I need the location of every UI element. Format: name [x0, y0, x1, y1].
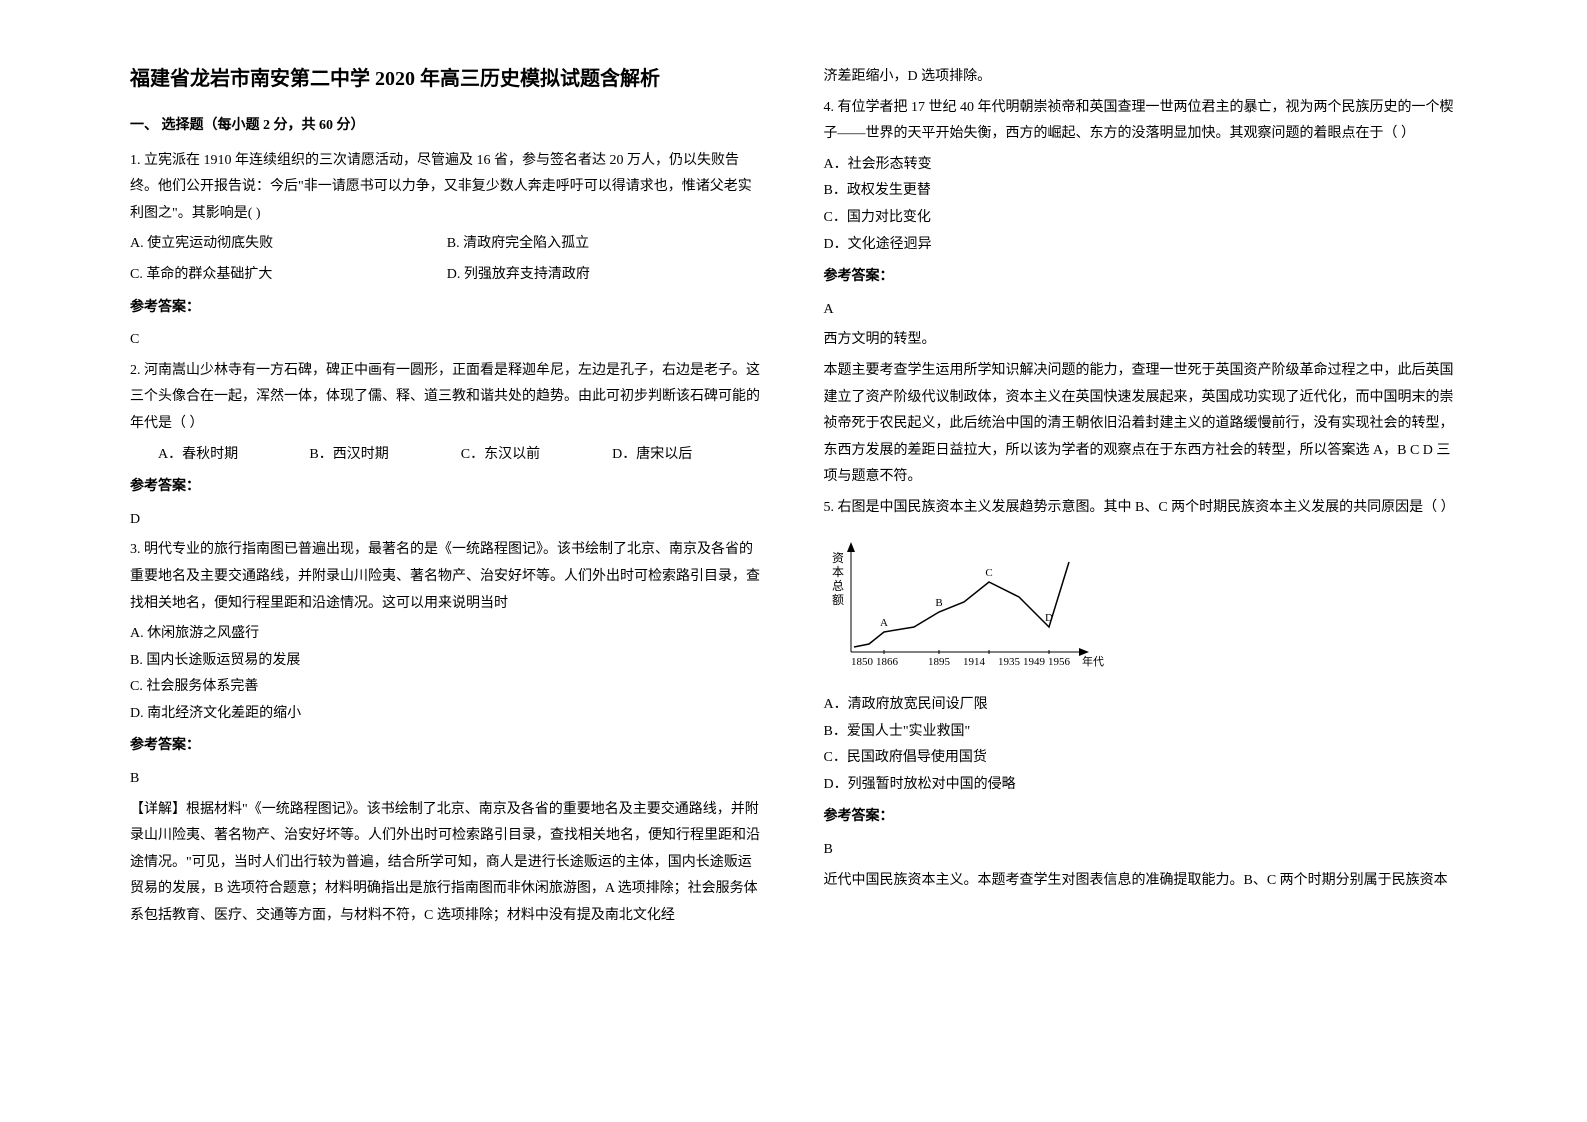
q2-answer: D [130, 507, 764, 534]
q5-optD: D．列强暂时放松对中国的侵略 [824, 772, 1458, 799]
svg-text:1935: 1935 [998, 656, 1021, 668]
q1-options-row2: C. 革命的群众基础扩大 D. 列强放弃支持清政府 [130, 262, 764, 289]
q4-optB: B．政权发生更替 [824, 178, 1458, 205]
svg-text:C: C [985, 567, 992, 579]
q3-explanation: 【详解】根据材料"《一统路程图记》。该书绘制了北京、南京及各省的重要地名及主要交… [130, 797, 764, 930]
q2-optD: D．唐宋以后 [612, 442, 763, 469]
svg-text:B: B [935, 597, 942, 609]
q4-explanation2: 本题主要考查学生运用所学知识解决问题的能力，查理一世死于英国资产阶级革命过程之中… [824, 358, 1458, 491]
svg-text:D: D [1045, 612, 1053, 624]
q5-answer-label: 参考答案： [824, 804, 1458, 831]
svg-text:1914: 1914 [963, 656, 986, 668]
q5-text: 5. 右图是中国民族资本主义发展趋势示意图。其中 B、C 两个时期民族资本主义发… [824, 495, 1458, 522]
q5-answer: B [824, 837, 1458, 864]
q3-optA: A. 休闲旅游之风盛行 [130, 621, 764, 648]
svg-text:1850: 1850 [851, 656, 874, 668]
svg-text:1949: 1949 [1023, 656, 1046, 668]
q1-options-row1: A. 使立宪运动彻底失败 B. 清政府完全陷入孤立 [130, 231, 764, 258]
svg-text:1866: 1866 [876, 656, 899, 668]
right-column: 济差距缩小，D 选项排除。 4. 有位学者把 17 世纪 40 年代明朝崇祯帝和… [794, 60, 1488, 1062]
q5-chart: 资 本 总 额 A B C D 18501866 1895 1914 19351949195… [824, 532, 1458, 683]
svg-text:年代: 年代 [1082, 654, 1104, 668]
q3-answer: B [130, 766, 764, 793]
q1-answer: C [130, 327, 764, 354]
chart-line [854, 562, 1069, 647]
chart-svg: 资 本 总 额 A B C D 18501866 1895 1914 19351949195… [824, 532, 1104, 672]
chart-yaxis-arrow [847, 542, 855, 552]
q4-explanation1: 西方文明的转型。 [824, 327, 1458, 354]
q1-optC: C. 革命的群众基础扩大 [130, 262, 447, 289]
q5-optA: A．清政府放宽民间设厂限 [824, 692, 1458, 719]
q3-optB: B. 国内长途贩运贸易的发展 [130, 648, 764, 675]
q2-answer-label: 参考答案： [130, 474, 764, 501]
q1-optB: B. 清政府完全陷入孤立 [447, 231, 764, 258]
svg-text:1895: 1895 [928, 656, 951, 668]
q5-optB: B．爱国人士"实业救国" [824, 719, 1458, 746]
q3-answer-label: 参考答案： [130, 733, 764, 760]
svg-text:A: A [880, 617, 888, 629]
q3-explanation-cont: 济差距缩小，D 选项排除。 [824, 64, 1458, 91]
chart-ylabel-4: 额 [832, 593, 844, 607]
q1-answer-label: 参考答案： [130, 295, 764, 322]
q2-text: 2. 河南嵩山少林寺有一方石碑，碑正中画有一圆形，正面看是释迦牟尼，左边是孔子，… [130, 358, 764, 438]
q2-optC: C．东汉以前 [461, 442, 612, 469]
chart-xticks: 18501866 1895 1914 193519491956 年代 [851, 654, 1104, 668]
chart-ylabel-3: 总 [832, 579, 844, 593]
q4-optA: A．社会形态转变 [824, 152, 1458, 179]
svg-text:1956: 1956 [1048, 656, 1071, 668]
q3-optD: D. 南北经济文化差距的缩小 [130, 701, 764, 728]
q2-options-row: A．春秋时期 B．西汉时期 C．东汉以前 D．唐宋以后 [130, 442, 764, 469]
q4-optC: C．国力对比变化 [824, 205, 1458, 232]
q1-text: 1. 立宪派在 1910 年连续组织的三次请愿活动，尽管遍及 16 省，参与签名… [130, 148, 764, 228]
q4-answer: A [824, 297, 1458, 324]
q1-optD: D. 列强放弃支持清政府 [447, 262, 764, 289]
left-column: 福建省龙岩市南安第二中学 2020 年高三历史模拟试题含解析 一、 选择题（每小… [100, 60, 794, 1062]
section-header: 一、 选择题（每小题 2 分，共 60 分） [130, 113, 764, 140]
chart-ylabel-1: 资 [832, 551, 844, 565]
q3-optC: C. 社会服务体系完善 [130, 674, 764, 701]
q5-optC: C．民国政府倡导使用国货 [824, 745, 1458, 772]
q4-answer-label: 参考答案： [824, 264, 1458, 291]
chart-xaxis-arrow [1079, 648, 1089, 656]
q2-optA: A．春秋时期 [158, 442, 309, 469]
q2-optB: B．西汉时期 [309, 442, 460, 469]
chart-ylabel-2: 本 [832, 565, 844, 579]
document-title: 福建省龙岩市南安第二中学 2020 年高三历史模拟试题含解析 [130, 60, 764, 98]
chart-points: A B C D [880, 567, 1053, 654]
q4-text: 4. 有位学者把 17 世纪 40 年代明朝崇祯帝和英国查理一世两位君主的暴亡，… [824, 95, 1458, 148]
q3-text: 3. 明代专业的旅行指南图已普遍出现，最著名的是《一统路程图记》。该书绘制了北京… [130, 537, 764, 617]
q1-optA: A. 使立宪运动彻底失败 [130, 231, 447, 258]
q4-optD: D．文化途径迥异 [824, 232, 1458, 259]
q5-explanation: 近代中国民族资本主义。本题考查学生对图表信息的准确提取能力。B、C 两个时期分别… [824, 868, 1458, 895]
